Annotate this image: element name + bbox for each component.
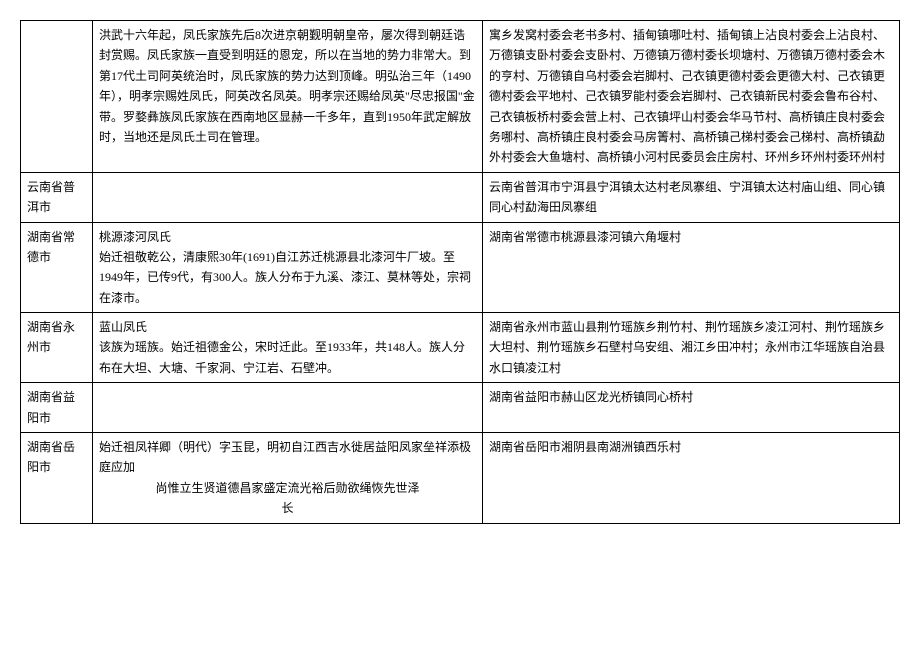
villages-cell: 湖南省岳阳市湘阴县南湖洲镇西乐村 bbox=[483, 433, 900, 524]
villages-cell: 湖南省常德市桃源县漆河镇六角堰村 bbox=[483, 222, 900, 313]
description-cell: 蓝山凤氏该族为瑶族。始迁祖德金公，宋时迁此。至1933年，共148人。族人分布在… bbox=[93, 313, 483, 383]
table-row: 湖南省永州市蓝山凤氏该族为瑶族。始迁祖德金公，宋时迁此。至1933年，共148人… bbox=[21, 313, 900, 383]
region-cell: 云南省普洱市 bbox=[21, 172, 93, 222]
villages-cell: 云南省普洱市宁洱县宁洱镇太达村老凤寨组、宁洱镇太达村庙山组、同心镇同心村勐海田凤… bbox=[483, 172, 900, 222]
region-cell: 湖南省益阳市 bbox=[21, 383, 93, 433]
table-row: 洪武十六年起，凤氏家族先后8次进京朝觐明朝皇帝，屡次得到朝廷诰封赏赐。凤氏家族一… bbox=[21, 21, 900, 173]
region-cell: 湖南省永州市 bbox=[21, 313, 93, 383]
description-cell: 洪武十六年起，凤氏家族先后8次进京朝觐明朝皇帝，屡次得到朝廷诰封赏赐。凤氏家族一… bbox=[93, 21, 483, 173]
description-cell bbox=[93, 383, 483, 433]
table-row: 湖南省益阳市 湖南省益阳市赫山区龙光桥镇同心桥村 bbox=[21, 383, 900, 433]
villages-cell: 寓乡发窝村委会老书多村、插甸镇哪吐村、插甸镇上沾良村委会上沾良村、万德镇支卧村委… bbox=[483, 21, 900, 173]
villages-cell: 湖南省永州市蓝山县荆竹瑶族乡荆竹村、荆竹瑶族乡凌江河村、荆竹瑶族乡大坦村、荆竹瑶… bbox=[483, 313, 900, 383]
table-row: 云南省普洱市 云南省普洱市宁洱县宁洱镇太达村老凤寨组、宁洱镇太达村庙山组、同心镇同… bbox=[21, 172, 900, 222]
region-cell: 湖南省常德市 bbox=[21, 222, 93, 313]
description-cell: 始迁祖凤祥卿（明代）字玉昆，明初自江西吉水徙居益阳凤家垒祥添极庭应加尚惟立生贤道… bbox=[93, 433, 483, 524]
description-cell: 桃源漆河凤氏始迁祖敬乾公，清康熙30年(1691)自江苏迁桃源县北漆河牛厂坡。至… bbox=[93, 222, 483, 313]
region-cell: 湖南省岳阳市 bbox=[21, 433, 93, 524]
region-cell bbox=[21, 21, 93, 173]
table-row: 湖南省常德市桃源漆河凤氏始迁祖敬乾公，清康熙30年(1691)自江苏迁桃源县北漆… bbox=[21, 222, 900, 313]
table-row: 湖南省岳阳市始迁祖凤祥卿（明代）字玉昆，明初自江西吉水徙居益阳凤家垒祥添极庭应加… bbox=[21, 433, 900, 524]
description-cell bbox=[93, 172, 483, 222]
genealogy-table: 洪武十六年起，凤氏家族先后8次进京朝觐明朝皇帝，屡次得到朝廷诰封赏赐。凤氏家族一… bbox=[20, 20, 900, 524]
villages-cell: 湖南省益阳市赫山区龙光桥镇同心桥村 bbox=[483, 383, 900, 433]
